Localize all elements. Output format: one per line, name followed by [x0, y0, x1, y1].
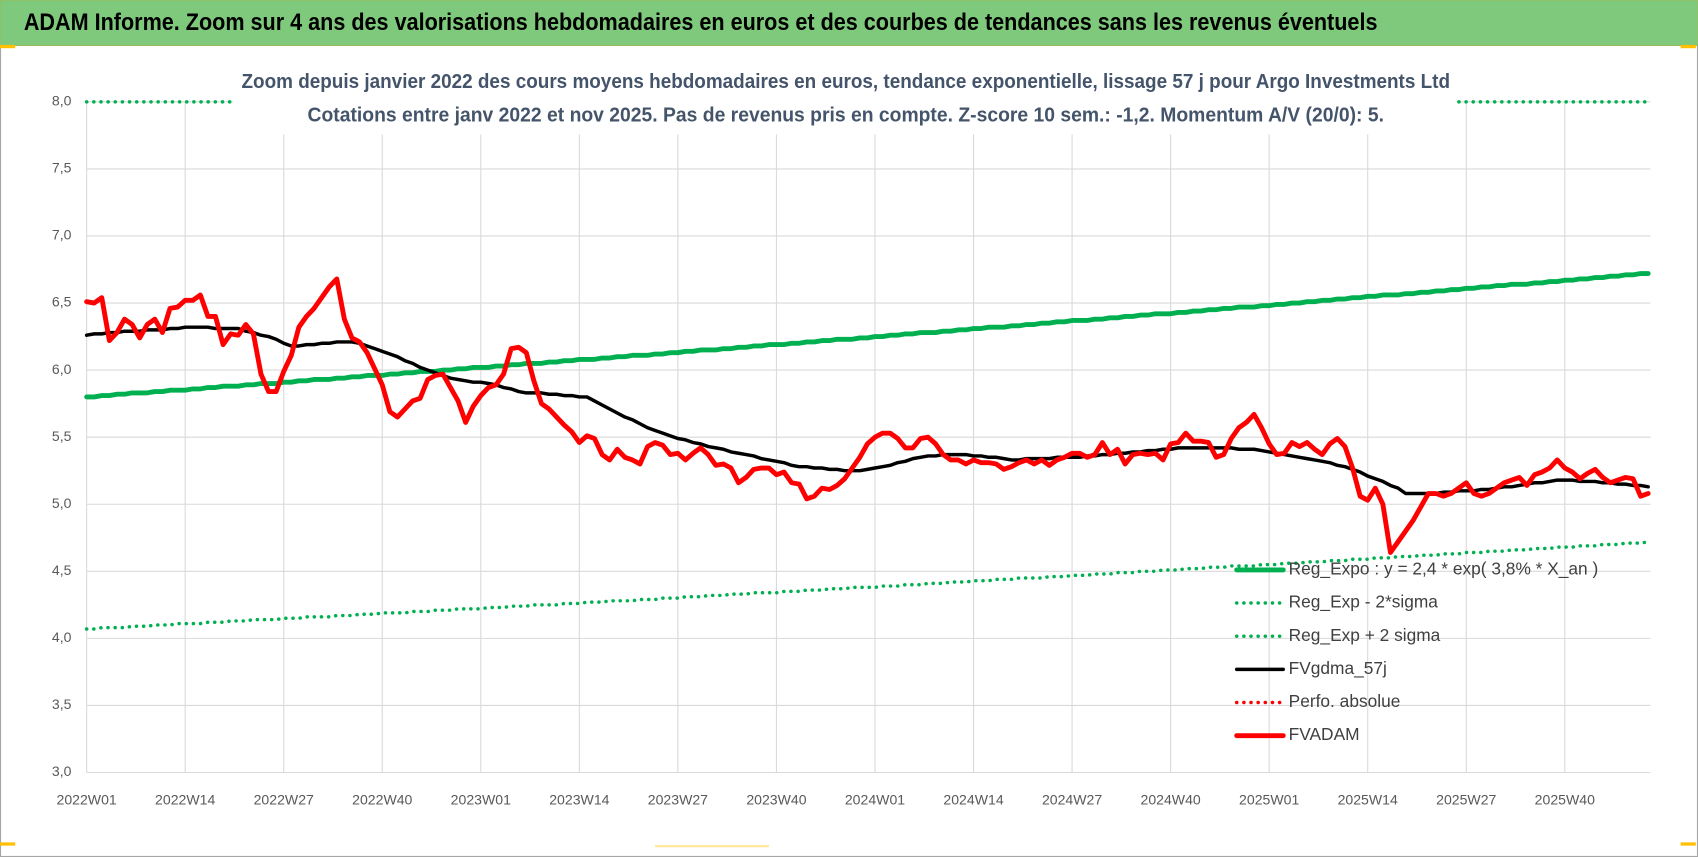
- title-backing: [232, 65, 1457, 135]
- y-tick-label: 4,0: [52, 629, 72, 645]
- x-tick-label: 2025W14: [1338, 791, 1398, 807]
- chart-title: Zoom depuis janvier 2022 des cours moyen…: [241, 70, 1450, 93]
- y-tick-label: 3,0: [52, 763, 72, 779]
- header-band: [0, 0, 1698, 47]
- legend-label: Reg_Exp - 2*sigma: [1289, 592, 1439, 612]
- x-tick-label: 2023W14: [549, 791, 609, 807]
- legend: Reg_Expo : y = 2,4 * exp( 3,8% * X_an ) R…: [1234, 558, 1599, 744]
- y-tick-label: 8,0: [52, 93, 72, 109]
- x-tick-label: 2022W14: [155, 791, 215, 807]
- legend-label: Perfo. absolue: [1289, 691, 1401, 711]
- axes: 3,0 3,5 4,0 4,5 5,0 5,5 6,0 6,5 7,0 7,5 8,0 2022W01…: [52, 93, 1595, 808]
- legend-label: Reg_Exp + 2 sigma: [1289, 625, 1441, 645]
- x-tick-label: 2024W14: [943, 791, 1003, 807]
- header-title: ADAM Informe. Zoom sur 4 ans des valoris…: [24, 9, 1378, 36]
- y-tick-label: 5,0: [52, 495, 72, 511]
- y-tick-label: 4,5: [52, 562, 72, 578]
- y-tick-label: 6,5: [52, 294, 72, 310]
- x-tick-label: 2022W40: [352, 791, 412, 807]
- x-tick-label: 2022W01: [57, 791, 117, 807]
- y-tick-label: 7,0: [52, 227, 72, 243]
- y-tick-label: 5,5: [52, 428, 72, 444]
- x-tick-label: 2023W40: [746, 791, 806, 807]
- y-tick-label: 6,0: [52, 361, 72, 377]
- y-tick-label: 7,5: [52, 160, 72, 176]
- chart-subtitle: Cotations entre janv 2022 et nov 2025. P…: [308, 103, 1384, 126]
- legend-label: Reg_Expo : y = 2,4 * exp( 3,8% * X_an ): [1289, 558, 1599, 578]
- x-tick-label: 2024W40: [1140, 791, 1200, 807]
- y-tick-label: 3,5: [52, 696, 72, 712]
- x-tick-label: 2025W27: [1436, 791, 1496, 807]
- x-tick-label: 2023W01: [451, 791, 511, 807]
- series-line: [84, 271, 1651, 400]
- x-tick-label: 2024W01: [845, 791, 905, 807]
- chart-title-block: Zoom depuis janvier 2022 des cours moyen…: [232, 65, 1457, 135]
- x-tick-label: 2022W27: [254, 791, 314, 807]
- legend-label: FVgdma_57j: [1289, 658, 1387, 678]
- x-tick-label: 2025W01: [1239, 791, 1299, 807]
- series-line: [84, 540, 1650, 631]
- x-tick-label: 2025W40: [1535, 791, 1595, 807]
- legend-label: FVADAM: [1289, 724, 1360, 744]
- series-line: [84, 325, 1650, 496]
- series-line: [84, 276, 1651, 555]
- x-tick-label: 2024W27: [1042, 791, 1102, 807]
- x-tick-label: 2023W27: [648, 791, 708, 807]
